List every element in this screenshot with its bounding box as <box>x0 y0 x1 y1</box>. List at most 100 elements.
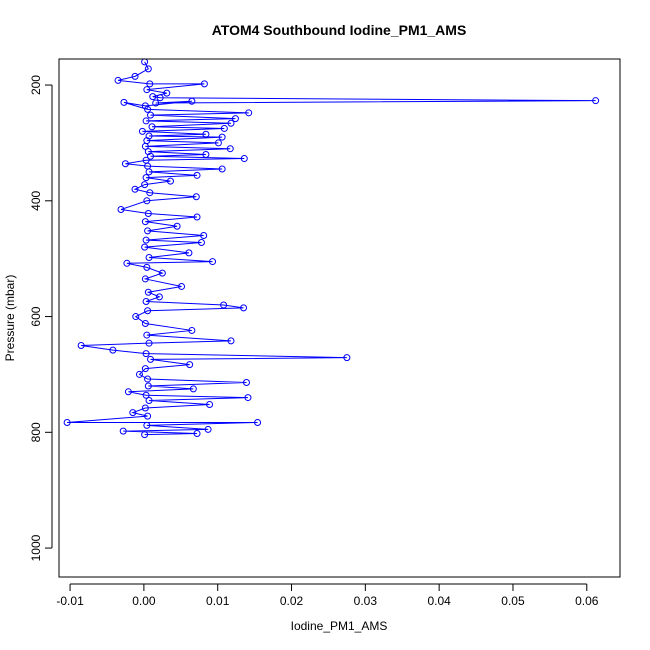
data-point <box>131 72 139 80</box>
data-point <box>141 142 149 150</box>
data-point <box>141 218 149 226</box>
data-point <box>242 379 250 387</box>
x-tick-label: 0.04 <box>427 594 451 608</box>
data-point <box>206 401 214 409</box>
data-point <box>200 80 208 88</box>
data-point <box>145 396 153 404</box>
data-point <box>146 189 154 197</box>
data-point <box>141 431 149 439</box>
y-tick-label: 1000 <box>29 534 43 561</box>
data-point <box>145 339 153 347</box>
data-point <box>202 150 210 158</box>
x-axis: -0.01 0.00 0.01 0.02 0.03 0.04 0.05 0.06 <box>56 583 599 608</box>
y-tick-label: 800 <box>29 422 43 442</box>
plot-frame <box>58 58 621 578</box>
data-point <box>240 304 248 312</box>
data-point <box>166 177 174 185</box>
data-point <box>142 117 150 125</box>
data-point <box>119 427 127 435</box>
data-point <box>227 119 235 127</box>
data-point <box>121 160 129 168</box>
data-point <box>186 361 194 369</box>
data-point <box>149 93 157 101</box>
data-point <box>189 385 197 393</box>
data-point <box>114 76 122 84</box>
data-point <box>142 350 150 358</box>
data-point <box>63 418 71 426</box>
x-tick-label: 0.02 <box>280 594 304 608</box>
data-point <box>131 185 139 193</box>
data-point <box>220 124 228 132</box>
data-point <box>218 165 226 173</box>
data-point <box>141 181 149 189</box>
plot-area <box>63 58 600 439</box>
data-point <box>173 222 181 230</box>
data-point <box>209 258 217 266</box>
data-point <box>77 341 85 349</box>
data-point <box>144 412 152 420</box>
data-point <box>158 269 166 277</box>
series-points-group <box>63 58 600 439</box>
data-point <box>144 288 152 296</box>
y-tick-label: 200 <box>29 75 43 95</box>
data-point <box>132 313 140 321</box>
data-point <box>244 394 252 402</box>
data-point <box>185 249 193 257</box>
data-point <box>343 354 351 362</box>
data-point <box>178 282 186 290</box>
data-point <box>148 123 156 131</box>
data-point <box>109 346 117 354</box>
data-point <box>188 326 196 334</box>
data-point <box>147 111 155 119</box>
data-point <box>123 259 131 267</box>
data-point <box>141 102 149 110</box>
data-point <box>193 213 201 221</box>
data-point <box>143 197 151 205</box>
series-line-group <box>67 61 596 436</box>
data-point <box>146 80 154 88</box>
data-point <box>197 238 205 246</box>
data-point <box>141 243 149 251</box>
y-tick-label: 600 <box>29 306 43 326</box>
data-point <box>147 355 155 363</box>
data-point <box>142 236 150 244</box>
data-point <box>117 205 125 213</box>
data-point <box>145 168 153 176</box>
data-point <box>192 193 200 201</box>
data-point <box>193 171 201 179</box>
data-point <box>231 115 239 123</box>
data-point <box>129 409 137 417</box>
data-point <box>141 365 149 373</box>
data-point <box>144 65 152 73</box>
data-point <box>143 86 151 94</box>
data-point <box>120 98 128 106</box>
data-point <box>188 97 196 105</box>
chart-title: ATOM4 Southbound Iodine_PM1_AMS <box>212 22 467 38</box>
data-point <box>200 232 208 240</box>
data-point <box>141 319 149 327</box>
data-point <box>145 254 153 262</box>
data-point <box>138 127 146 135</box>
data-point <box>143 331 151 339</box>
data-point <box>144 307 152 315</box>
x-tick-label: 0.05 <box>501 594 525 608</box>
data-point <box>163 89 171 97</box>
data-point <box>218 133 226 141</box>
data-point <box>141 404 149 412</box>
data-point <box>144 375 152 383</box>
data-point <box>143 421 151 429</box>
data-point <box>142 391 150 399</box>
data-point <box>144 210 152 218</box>
data-point <box>227 337 235 345</box>
x-tick-label: 0.00 <box>132 594 156 608</box>
data-point <box>141 275 149 283</box>
data-point <box>214 139 222 147</box>
data-point <box>592 97 600 105</box>
data-point <box>202 130 210 138</box>
data-point <box>152 99 160 107</box>
data-point <box>254 418 262 426</box>
data-point <box>142 174 150 182</box>
data-point <box>144 105 152 113</box>
data-point <box>144 382 152 390</box>
series-line <box>67 61 596 436</box>
